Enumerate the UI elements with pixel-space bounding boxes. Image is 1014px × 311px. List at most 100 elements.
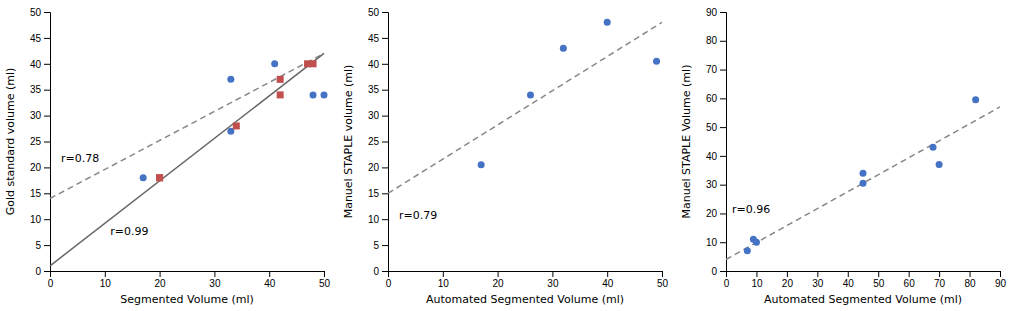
point xyxy=(860,170,867,177)
tick-mark xyxy=(607,271,608,277)
tick-mark xyxy=(44,271,50,272)
tick-mark xyxy=(662,271,663,277)
tick-label: 10 xyxy=(30,214,42,225)
tick: 30 xyxy=(368,110,388,121)
tick-label: 10 xyxy=(706,237,718,248)
tick-label: 45 xyxy=(30,33,42,44)
tick-label: 35 xyxy=(30,84,42,95)
tick: 20 xyxy=(30,162,50,173)
tick-mark xyxy=(160,271,161,277)
tick-mark xyxy=(720,242,726,243)
x-axis: 01020304050 xyxy=(48,271,331,289)
tick-label: 10 xyxy=(751,278,763,289)
tick-mark xyxy=(214,271,215,277)
tick: 40 xyxy=(30,59,50,70)
tick-mark xyxy=(382,12,388,13)
tick-label: 20 xyxy=(706,208,718,219)
tick-label: 0 xyxy=(48,278,54,289)
x-axis: 0102030405060708090 xyxy=(724,271,1007,289)
tick-mark xyxy=(909,271,910,277)
tick: 50 xyxy=(657,271,669,289)
tick: 40 xyxy=(706,151,726,162)
tick-mark xyxy=(382,219,388,220)
fit-line xyxy=(50,53,324,265)
tick: 40 xyxy=(264,271,276,289)
point xyxy=(527,91,534,98)
plot-area xyxy=(50,53,328,265)
tick-mark xyxy=(382,271,388,272)
y-axis: 05101520253035404550 xyxy=(368,7,389,277)
fit-line xyxy=(726,107,1000,260)
tick-mark xyxy=(44,90,50,91)
tick-label: 80 xyxy=(964,278,976,289)
tick-label: 0 xyxy=(711,266,717,277)
tick-mark xyxy=(382,245,388,246)
point xyxy=(140,174,147,181)
tick-label: 20 xyxy=(782,278,794,289)
tick-mark xyxy=(44,64,50,65)
tick: 90 xyxy=(995,271,1007,289)
tick-mark xyxy=(720,41,726,42)
tick-label: 40 xyxy=(602,278,614,289)
tick-label: 50 xyxy=(873,278,885,289)
axis-line xyxy=(727,272,1001,278)
tick-mark xyxy=(720,156,726,157)
y-axis-title: Manuel STAPLE Volume (ml) xyxy=(680,65,693,219)
point xyxy=(277,76,284,83)
tick-mark xyxy=(382,90,388,91)
tick-label: 30 xyxy=(368,110,380,121)
tick-mark xyxy=(382,142,388,143)
tick-label: 40 xyxy=(264,278,276,289)
tick: 50 xyxy=(706,122,726,133)
point xyxy=(744,247,751,254)
tick: 0 xyxy=(35,266,50,277)
tick: 30 xyxy=(547,271,559,289)
tick-label: 25 xyxy=(30,136,42,147)
tick-label: 10 xyxy=(100,278,112,289)
tick-label: 20 xyxy=(493,278,505,289)
fit-line xyxy=(388,22,662,193)
tick: 0 xyxy=(711,266,726,277)
figure: 0102030405005101520253035404550Segmented… xyxy=(0,0,1014,311)
tick-label: 0 xyxy=(386,278,392,289)
tick-label: 45 xyxy=(368,33,380,44)
tick: 10 xyxy=(368,214,388,225)
tick-label: 60 xyxy=(706,93,718,104)
tick-mark xyxy=(720,185,726,186)
tick-label: 50 xyxy=(657,278,669,289)
tick: 80 xyxy=(706,35,726,46)
axis-line xyxy=(382,13,389,272)
tick: 10 xyxy=(706,237,726,248)
tick-label: 70 xyxy=(706,64,718,75)
tick-label: 50 xyxy=(706,122,718,133)
y-axis: 05101520253035404550 xyxy=(30,7,51,277)
tick-label: 20 xyxy=(30,162,42,173)
panel: 01020304050607080900102030405060708090Au… xyxy=(680,7,1006,306)
tick: 70 xyxy=(706,64,726,75)
tick-label: 0 xyxy=(35,266,41,277)
tick-mark xyxy=(720,12,726,13)
point xyxy=(860,180,867,187)
tick: 20 xyxy=(155,271,167,289)
point xyxy=(753,239,760,246)
plot-area xyxy=(726,96,1000,259)
tick: 70 xyxy=(934,271,946,289)
tick: 10 xyxy=(30,214,50,225)
tick: 20 xyxy=(706,208,726,219)
tick: 10 xyxy=(438,271,450,289)
x-axis: 0 10 20 30 40 50 xyxy=(386,271,669,289)
tick: 35 xyxy=(30,84,50,95)
plot-area xyxy=(388,19,662,193)
tick-mark xyxy=(720,271,726,272)
tick-mark xyxy=(269,271,270,277)
x-axis-title: Automated Segmented Volume (ml) xyxy=(426,293,624,306)
axis-line xyxy=(44,13,51,272)
tick-label: 5 xyxy=(35,240,41,251)
annotation: r=0.96 xyxy=(732,203,770,216)
tick-label: 90 xyxy=(706,7,718,18)
tick: 10 xyxy=(751,271,763,289)
tick: 25 xyxy=(30,136,50,147)
point xyxy=(478,161,485,168)
tick: 40 xyxy=(602,271,614,289)
axis-line xyxy=(720,13,727,272)
